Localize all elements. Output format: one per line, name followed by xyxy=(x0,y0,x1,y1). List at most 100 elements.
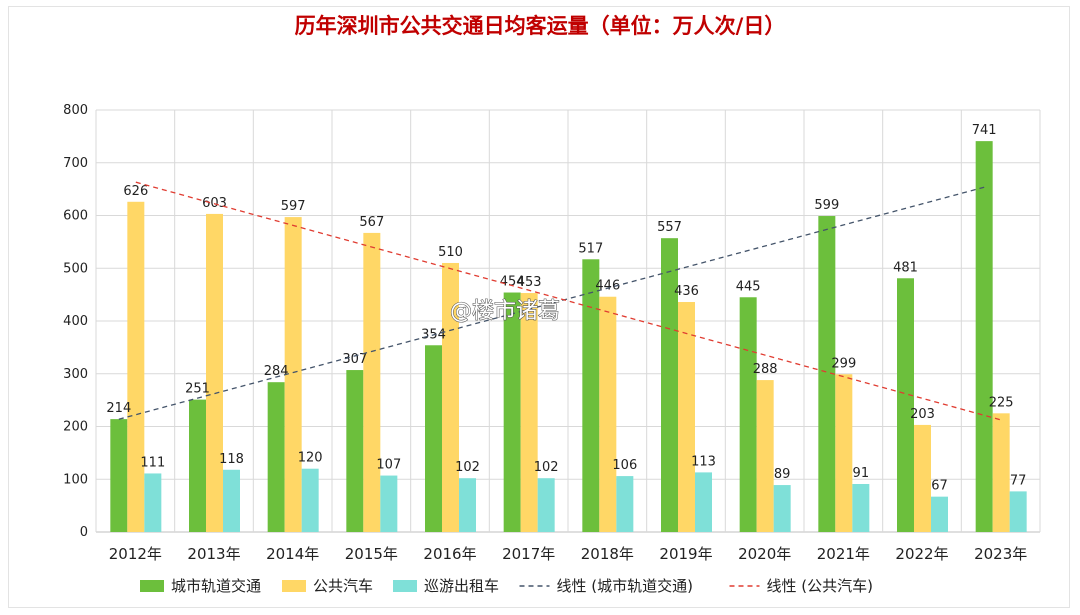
data-label: 436 xyxy=(674,284,699,299)
data-label: 599 xyxy=(814,198,839,213)
data-label: 77 xyxy=(1010,473,1027,488)
data-label: 214 xyxy=(106,401,131,416)
bar xyxy=(520,293,538,532)
x-tick-label: 2022年 xyxy=(895,545,948,563)
x-tick-label: 2013年 xyxy=(187,545,240,563)
x-tick-label: 2020年 xyxy=(738,545,791,563)
data-label: 597 xyxy=(281,199,306,214)
y-tick-label: 300 xyxy=(63,367,88,382)
legend-label: 城市轨道交通 xyxy=(171,577,261,595)
y-axis-ticks: 0 100 200 300 400 500 600 700 800 xyxy=(63,103,88,540)
bar xyxy=(189,399,206,532)
legend: 城市轨道交通 公共汽车 巡游出租车 线性 (城市轨道交通) 线性 (公共汽车) xyxy=(140,577,873,595)
bar xyxy=(206,213,223,533)
bar xyxy=(503,292,521,532)
data-label: 102 xyxy=(455,460,480,475)
legend-label: 巡游出租车 xyxy=(424,577,499,595)
bar xyxy=(267,382,285,532)
bar xyxy=(616,476,634,532)
legend-label: 公共汽车 xyxy=(313,577,373,595)
data-label: 453 xyxy=(517,275,542,290)
bar xyxy=(144,473,162,532)
data-label: 120 xyxy=(298,451,323,466)
x-tick-label: 2019年 xyxy=(659,545,712,563)
bar xyxy=(425,345,442,532)
bar xyxy=(346,370,364,532)
bars xyxy=(110,141,1027,533)
data-label: 107 xyxy=(376,458,401,473)
data-label: 91 xyxy=(853,466,870,481)
data-label: 251 xyxy=(185,382,210,397)
bar xyxy=(363,232,381,532)
bar xyxy=(897,278,914,532)
bar xyxy=(975,141,993,532)
bar xyxy=(756,380,774,532)
bar xyxy=(127,201,145,532)
watermark-text: @楼市诸葛 xyxy=(450,299,560,324)
data-label: 626 xyxy=(123,184,148,199)
bar xyxy=(223,469,240,532)
bar xyxy=(284,217,302,532)
data-label: 89 xyxy=(774,467,791,482)
data-labels: 2142512843073544545175574455994817416266… xyxy=(106,123,1026,494)
chart-title: 历年深圳市公共交通日均客运量（单位：万人次/日） xyxy=(294,14,786,38)
y-tick-label: 200 xyxy=(63,420,88,435)
data-label: 106 xyxy=(612,458,637,473)
watermark: @楼市诸葛 xyxy=(449,298,560,324)
bar xyxy=(459,478,476,532)
legend-label: 线性 (公共汽车) xyxy=(767,577,873,595)
data-label: 284 xyxy=(264,364,289,379)
bar xyxy=(678,302,695,532)
bar xyxy=(301,468,319,532)
legend-swatch xyxy=(282,580,306,592)
y-tick-label: 500 xyxy=(63,261,88,276)
bar xyxy=(695,472,712,532)
x-tick-label: 2015年 xyxy=(345,545,398,563)
y-tick-label: 100 xyxy=(63,472,88,487)
y-tick-label: 600 xyxy=(63,209,88,224)
data-label: 510 xyxy=(438,245,463,260)
bar xyxy=(852,483,870,532)
trendline xyxy=(135,181,1002,421)
bar xyxy=(442,262,459,532)
x-tick-label: 2016年 xyxy=(423,545,476,563)
data-label: 113 xyxy=(691,454,716,469)
x-tick-label: 2023年 xyxy=(974,545,1027,563)
x-axis-labels: 2012年 2013年 2014年 2015年 2016年 2017年 2018年 2019年… xyxy=(109,545,1028,563)
x-tick-label: 2012年 xyxy=(109,545,162,563)
x-tick-label: 2014年 xyxy=(266,545,319,563)
y-tick-label: 0 xyxy=(80,525,88,540)
data-label: 454 xyxy=(500,275,525,290)
bar xyxy=(914,424,931,532)
bar xyxy=(992,413,1010,532)
y-tick-label: 400 xyxy=(63,314,88,329)
gridlines xyxy=(95,109,1041,533)
bar xyxy=(599,296,617,532)
data-label: 517 xyxy=(578,241,603,256)
data-label: 567 xyxy=(359,215,384,230)
bar xyxy=(931,496,948,532)
trendlines xyxy=(118,181,1002,421)
data-label: 118 xyxy=(219,452,244,467)
data-label: 299 xyxy=(831,356,856,371)
bar xyxy=(1009,491,1027,532)
bar xyxy=(818,216,836,532)
bar xyxy=(537,478,555,532)
data-label: 225 xyxy=(989,395,1014,410)
x-tick-label: 2021年 xyxy=(817,545,870,563)
data-label: 481 xyxy=(893,260,918,275)
bar xyxy=(739,297,757,532)
bar xyxy=(773,485,791,532)
bar xyxy=(110,419,128,532)
bar xyxy=(582,259,600,532)
legend-swatch xyxy=(140,580,164,592)
data-label: 288 xyxy=(753,362,778,377)
legend-swatch xyxy=(393,580,417,592)
data-label: 102 xyxy=(534,460,559,475)
data-label: 557 xyxy=(657,220,682,235)
bar xyxy=(661,238,678,532)
bar xyxy=(835,374,853,532)
bar xyxy=(380,475,398,532)
data-label: 203 xyxy=(910,407,935,422)
